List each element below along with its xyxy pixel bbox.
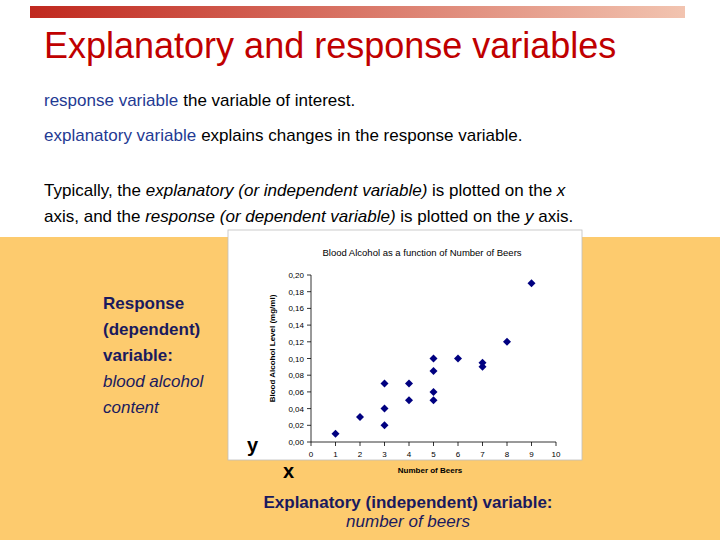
definition: explanatory variable explains changes in … (44, 126, 522, 145)
x-tick-label: 7 (480, 450, 485, 459)
paragraph-segment: explanatory (or independent variable) (146, 181, 428, 200)
y-tick-label: 0,00 (288, 438, 304, 447)
y-tick-label: 0,06 (288, 388, 304, 397)
top-bar (30, 6, 685, 18)
point (381, 421, 389, 429)
paragraph-segment: axis, and the (44, 207, 145, 226)
paragraph-segment: x (556, 181, 566, 200)
y-tick-label: 0,02 (288, 421, 304, 430)
chart-box (228, 230, 582, 460)
point (479, 363, 487, 371)
point (454, 355, 462, 363)
paragraph-line: axis, and the response (or dependent var… (44, 207, 573, 226)
background (0, 0, 720, 540)
y-tick (307, 358, 311, 359)
y-tick-label: 0,20 (288, 271, 304, 280)
x-symbol: x (283, 460, 294, 482)
definition: response variable the variable of interes… (44, 91, 355, 110)
y-tick-label: 0,10 (288, 355, 304, 364)
x-tick-label: 10 (552, 450, 561, 459)
y-tick-label: 0,14 (288, 321, 304, 330)
x-tick-label: 2 (358, 450, 363, 459)
point (356, 413, 364, 421)
x-axis-label: Number of Beers (398, 466, 463, 475)
x-tick-label: 0 (309, 450, 314, 459)
paragraph-line: Typically, the explanatory (or independe… (44, 181, 566, 200)
point (332, 430, 340, 438)
x-tick (384, 442, 385, 446)
response-note-detail: content (103, 398, 160, 417)
y-tick-label: 0,08 (288, 371, 304, 380)
explanatory-note-heading: Explanatory (independent) variable: (263, 493, 552, 512)
y-tick (307, 442, 311, 443)
y-tick (307, 408, 311, 409)
y-axis-label: Blood Alcohol Level (mg/ml) (268, 294, 277, 402)
point (503, 338, 511, 346)
y-tick (307, 291, 311, 292)
response-note-heading: (dependent) (103, 320, 200, 339)
y-tick (307, 341, 311, 342)
paragraph-segment: is plotted on the (396, 207, 525, 226)
x-tick-label: 4 (407, 450, 412, 459)
y-tick (307, 308, 311, 309)
x-tick-label: 5 (431, 450, 436, 459)
response-note-detail: blood alcohol (103, 372, 204, 391)
point (430, 355, 438, 363)
y-tick (307, 391, 311, 392)
response-note-heading: variable: (103, 346, 173, 365)
chart-title: Blood Alcohol as a function of Number of… (322, 247, 521, 258)
y-tick-label: 0,16 (288, 304, 304, 313)
point (430, 367, 438, 375)
point (405, 396, 413, 404)
x-tick (482, 442, 483, 446)
x-tick (433, 442, 434, 446)
y-symbol: y (247, 434, 259, 456)
y-tick (307, 375, 311, 376)
x-tick-label: 9 (529, 450, 534, 459)
y-tick-label: 0,04 (288, 405, 304, 414)
point (381, 405, 389, 413)
definition-term: response variable (44, 91, 178, 110)
y-tick (307, 325, 311, 326)
x-tick (335, 442, 336, 446)
points (332, 279, 536, 437)
definition-term: explanatory variable (44, 126, 196, 145)
explanatory-note-detail: number of beers (346, 512, 470, 531)
paragraph-segment: is plotted on the (427, 181, 556, 200)
y-tick (307, 425, 311, 426)
paragraph-segment: axis. (534, 207, 574, 226)
paragraph-segment: response (or dependent variable) (145, 207, 395, 226)
x-tick-label: 6 (456, 450, 461, 459)
x-tick (360, 442, 361, 446)
x-tick (531, 442, 532, 446)
point (430, 396, 438, 404)
x-tick-label: 3 (382, 450, 387, 459)
y-tick (307, 275, 311, 276)
point (405, 380, 413, 388)
point (381, 380, 389, 388)
y-tick-label: 0,12 (288, 338, 304, 347)
x-tick (507, 442, 508, 446)
slide-title: Explanatory and response variables (44, 25, 616, 66)
response-note-heading: Response (103, 294, 184, 313)
y-tick-label: 0,18 (288, 288, 304, 297)
x-tick (409, 442, 410, 446)
paragraph-segment: Typically, the (44, 181, 146, 200)
definition-text: the variable of interest. (183, 91, 355, 110)
x-tick (311, 442, 312, 446)
point (528, 279, 536, 287)
slide: Explanatory and response variables respon… (0, 0, 720, 540)
x-tick-label: 1 (333, 450, 338, 459)
x-tick (556, 442, 557, 446)
x-tick-label: 8 (505, 450, 510, 459)
point (430, 388, 438, 396)
definition-text: explains changes in the response variabl… (201, 126, 522, 145)
x-tick (458, 442, 459, 446)
